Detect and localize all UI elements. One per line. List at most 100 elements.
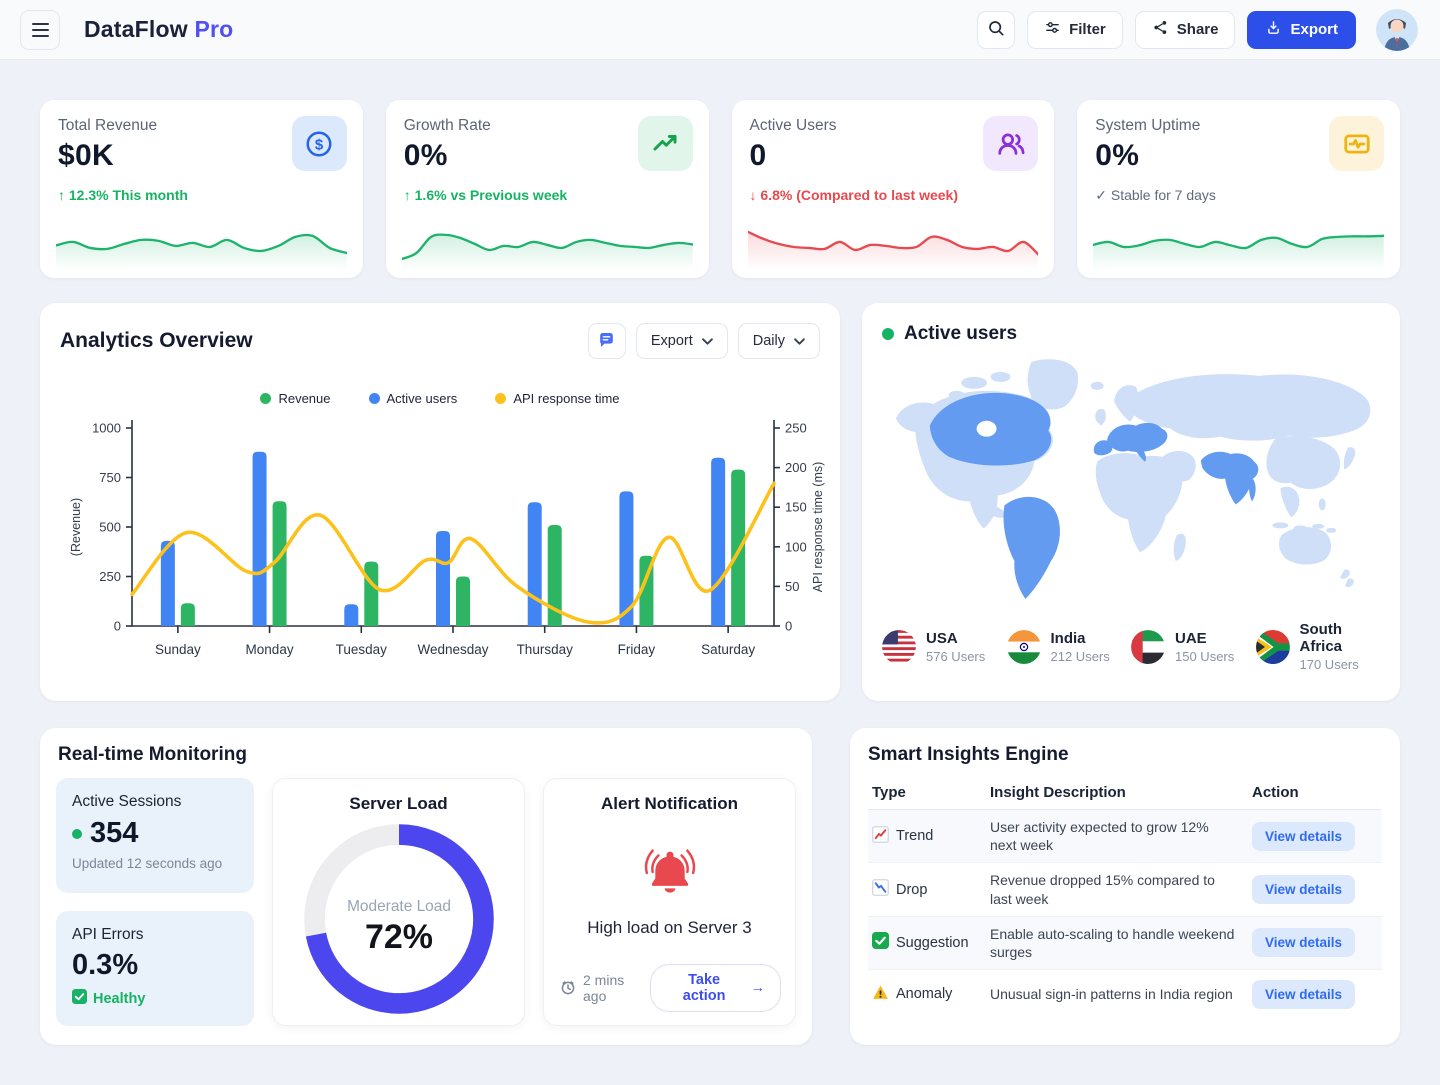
legend-item: Active users [368, 391, 457, 406]
realtime-monitoring-panel: Real-time Monitoring Active Sessions 354… [40, 728, 812, 1045]
stat-value: 0% [1095, 139, 1140, 172]
view-details-button[interactable]: View details [1252, 821, 1356, 851]
warning-icon [872, 984, 889, 1005]
smart-insights-panel: Smart Insights Engine Type Insight Descr… [850, 728, 1400, 1045]
arrow-right-icon: → [750, 980, 766, 996]
stat-label: Growth Rate [403, 117, 491, 134]
insight-type-label: Drop [896, 881, 928, 898]
svg-text:(Revenue): (Revenue) [69, 498, 83, 556]
insights-table: Type Insight Description Action Trend Us… [868, 776, 1382, 1018]
svg-text:1000: 1000 [92, 421, 121, 436]
view-details-button[interactable]: View details [1252, 928, 1356, 958]
top-bar: DataFlow Pro Filter Share Export [0, 0, 1440, 60]
check-icon [872, 932, 889, 953]
api-errors-box: API Errors 0.3% Healthy [56, 911, 254, 1026]
view-details-button[interactable]: View details [1252, 979, 1356, 1009]
country-users: 150 Users [1175, 648, 1235, 664]
active-users-panel: Active users [862, 303, 1400, 701]
take-action-button[interactable]: Take action → [649, 964, 781, 1012]
svg-text:$: $ [315, 136, 324, 153]
chart-range-dropdown[interactable]: Daily [737, 323, 820, 359]
insight-description: Enable auto-scaling to handle weekend su… [990, 925, 1235, 960]
share-label: Share [1176, 21, 1219, 38]
hamburger-menu-button[interactable] [20, 9, 60, 50]
country-name: USA [926, 629, 958, 647]
check-badge-icon [72, 989, 87, 1008]
insight-row-suggestion: Suggestion Enable auto-scaling to handle… [868, 915, 1382, 970]
share-button[interactable]: Share [1134, 10, 1236, 49]
svg-text:200: 200 [785, 460, 807, 475]
svg-text:Saturday: Saturday [701, 642, 755, 657]
export-button[interactable]: Export [1247, 10, 1356, 49]
usa-flag-icon [882, 629, 916, 664]
alert-time-text: 2 mins ago [583, 972, 625, 1004]
stat-label: Active Users [749, 117, 837, 134]
view-details-button[interactable]: View details [1252, 875, 1356, 905]
server-load-card: Server Load Moderate Load 72% [272, 778, 525, 1026]
revenue-sparkline [56, 210, 347, 270]
users-icon [983, 116, 1039, 171]
country-users: 576 Users [926, 648, 986, 664]
insight-row-trend: Trend User activity expected to grow 12%… [868, 810, 1382, 863]
analytics-overview-panel: Analytics Overview Export Daily [40, 303, 840, 701]
country-name: South Africa [1299, 621, 1343, 655]
server-load-title: Server Load [349, 794, 448, 813]
svg-text:Friday: Friday [618, 642, 656, 657]
insight-description: User activity expected to grow 12% next … [990, 819, 1209, 854]
search-button[interactable] [977, 10, 1016, 49]
trend-up-icon [872, 825, 889, 847]
column-action: Action [1252, 784, 1299, 801]
svg-text:0: 0 [785, 619, 792, 634]
active-sessions-box: Active Sessions 354 Updated 12 seconds a… [56, 778, 254, 893]
chevron-down-icon [794, 333, 805, 349]
dollar-circle-icon: $ [291, 116, 347, 171]
chart-legend: Revenue Active users API response time [60, 391, 820, 406]
country-name: UAE [1175, 629, 1207, 647]
active-users-sparkline [747, 210, 1039, 270]
country-item-india: India 212 Users [1006, 621, 1132, 672]
analytics-chart: 0 250 500 750 1000 0 50 100 150 200 250 Sunday Monda… [60, 410, 825, 711]
chart-range-label: Daily [752, 333, 785, 349]
insights-title: Smart Insights Engine [868, 744, 1069, 765]
active-sessions-label: Active Sessions [72, 793, 182, 810]
analytics-title: Analytics Overview [60, 329, 253, 352]
legend-dot-icon [368, 393, 380, 404]
insight-row-drop: Drop Revenue dropped 15% compared to las… [868, 862, 1382, 915]
svg-text:Thursday: Thursday [517, 642, 574, 657]
stat-label: System Uptime [1095, 117, 1201, 134]
insight-description: Revenue dropped 15% compared to last wee… [990, 872, 1215, 907]
active-sessions-value: 354 [90, 817, 139, 849]
alert-message: High load on Server 3 [587, 918, 752, 937]
filter-sliders-icon [1044, 19, 1061, 40]
country-name: India [1050, 629, 1086, 647]
stat-delta: ↑ 12.3% This month [58, 187, 188, 203]
chevron-down-icon [701, 333, 713, 349]
svg-text:500: 500 [99, 520, 121, 535]
share-icon [1152, 19, 1169, 40]
brand-accent-text: Pro [194, 16, 234, 42]
alert-title: Alert Notification [601, 794, 738, 813]
country-item-uae: UAE 150 Users [1131, 621, 1256, 672]
uptime-sparkline [1093, 210, 1384, 270]
server-load-value: 72% [365, 918, 433, 956]
chart-export-dropdown[interactable]: Export [635, 323, 728, 359]
country-item-usa: USA 576 Users [882, 621, 1007, 672]
app-logo: DataFlow Pro [84, 16, 233, 43]
country-item-south-africa: South Africa 170 Users [1255, 621, 1381, 672]
alert-bell-icon [544, 840, 795, 898]
filter-button[interactable]: Filter [1027, 10, 1123, 49]
insights-table-header: Type Insight Description Action [868, 776, 1382, 810]
country-users: 170 Users [1299, 657, 1359, 672]
svg-text:250: 250 [785, 421, 807, 436]
brand-text: DataFlow [84, 16, 188, 42]
live-dot-icon [72, 828, 82, 839]
legend-item: API response time [495, 391, 620, 406]
svg-text:250: 250 [99, 569, 121, 584]
insight-type-label: Anomaly [896, 986, 953, 1003]
world-map [882, 351, 1380, 613]
download-icon [1265, 19, 1282, 40]
comment-button[interactable] [587, 323, 626, 359]
user-avatar[interactable] [1376, 8, 1418, 51]
stat-delta: ↑ 1.6% vs Previous week [403, 187, 568, 203]
api-errors-status: Healthy [93, 990, 146, 1007]
